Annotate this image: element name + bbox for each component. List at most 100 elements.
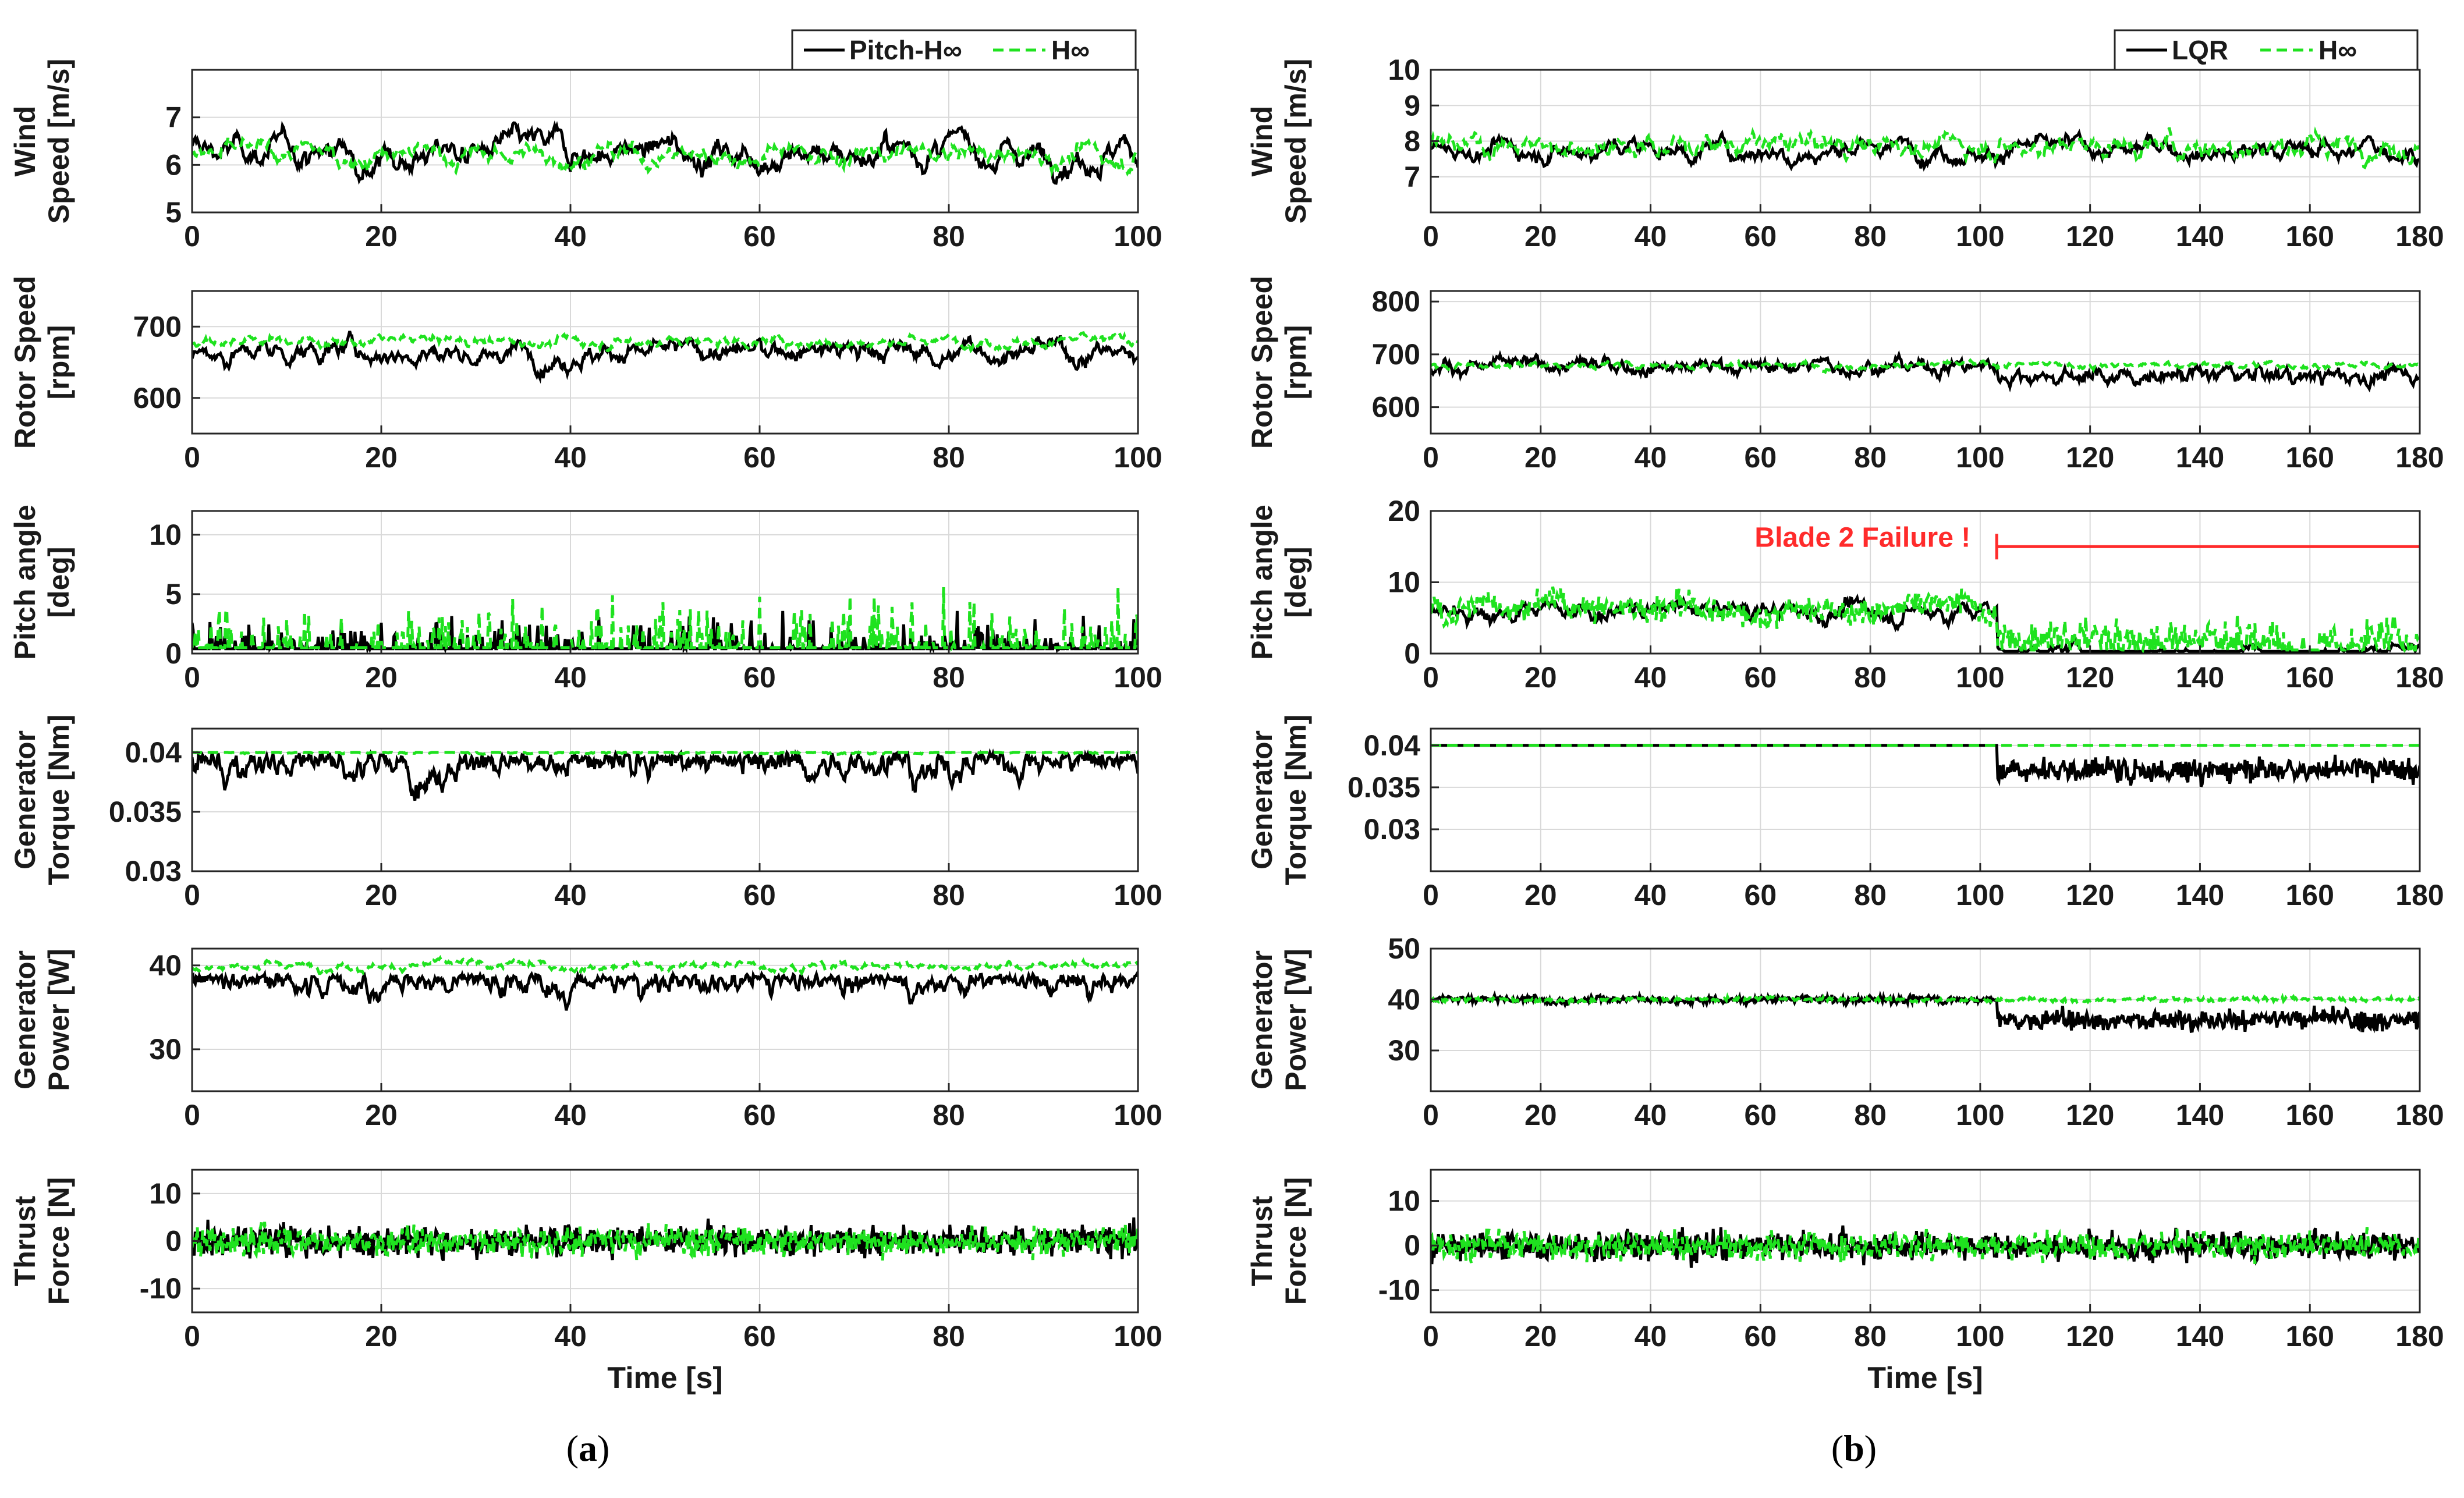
caption-paren: ) (1864, 1428, 1877, 1469)
series-line-dashed (192, 1222, 1138, 1262)
x-tick-label: 60 (743, 879, 776, 911)
x-tick-label: 0 (184, 220, 200, 253)
y-tick-label: 10 (149, 1177, 182, 1210)
x-tick-label: 20 (1525, 879, 1557, 911)
series-line-dashed (192, 132, 1138, 178)
x-tick-label: 80 (1854, 879, 1887, 911)
y-tick-label: 10 (1388, 1185, 1420, 1217)
x-tick-label: 40 (1635, 1320, 1667, 1353)
y-tick-label: 40 (1388, 984, 1420, 1016)
y-tick-label: 0.03 (1364, 813, 1420, 846)
y-tick-label: 0 (165, 637, 182, 670)
x-tick-label: 40 (554, 441, 587, 474)
y-tick-label: 9 (1404, 89, 1420, 122)
x-tick-label: 140 (2176, 1320, 2224, 1353)
axes-frame (191, 727, 1139, 872)
y-axis-label: [rpm] (1279, 325, 1312, 400)
y-axis-label: Speed [m/s] (1279, 59, 1312, 223)
series-line-solid (192, 969, 1138, 1011)
y-axis-label: Speed [m/s] (42, 59, 75, 223)
x-tick-label: 20 (365, 879, 398, 911)
y-tick-label: -10 (1378, 1274, 1420, 1307)
legend-label: LQR (2172, 35, 2228, 65)
x-tick-label: 60 (1745, 220, 1777, 253)
legend-box (791, 29, 1137, 71)
series-line-dashed (1431, 1226, 2420, 1265)
y-axis-label: [rpm] (42, 325, 75, 400)
x-tick-label: 40 (1635, 661, 1667, 694)
x-tick-label: 100 (1114, 441, 1162, 474)
axes-frame (1430, 947, 2421, 1092)
y-axis-label: Torque [Nm] (1279, 715, 1312, 885)
x-tick-label: 0 (1423, 661, 1439, 694)
legend-label: H∞ (1051, 35, 1090, 65)
x-tick-label: 60 (1745, 1099, 1777, 1131)
x-tick-label: 100 (1114, 879, 1162, 911)
y-axis-label: Rotor Speed (9, 276, 41, 449)
x-tick-label: 20 (365, 661, 398, 694)
x-tick-label: 0 (184, 661, 200, 694)
x-tick-label: 40 (554, 879, 587, 911)
y-axis-label: Torque [Nm] (42, 715, 75, 885)
x-tick-label: 0 (184, 879, 200, 911)
x-tick-label: 100 (1114, 661, 1162, 694)
panel-caption: (a) (566, 1428, 610, 1469)
y-tick-label: 10 (149, 519, 182, 551)
x-tick-label: 40 (1635, 441, 1667, 474)
x-tick-label: 100 (1956, 879, 2004, 911)
x-tick-label: 180 (2395, 441, 2444, 474)
y-tick-label: 6 (165, 148, 182, 181)
x-tick-label: 0 (184, 1099, 200, 1131)
x-tick-label: 80 (933, 220, 965, 253)
x-tick-label: 40 (554, 220, 587, 253)
y-tick-label: 0 (1404, 1229, 1420, 1262)
x-tick-label: 40 (1635, 1099, 1667, 1131)
y-axis-label: Thrust (1246, 1195, 1278, 1286)
x-tick-label: 80 (933, 879, 965, 911)
x-tick-label: 100 (1956, 220, 2004, 253)
x-tick-label: 60 (743, 1099, 776, 1131)
y-tick-label: 700 (1372, 338, 1420, 371)
x-tick-label: 20 (365, 441, 398, 474)
series-line-dashed (1431, 126, 2420, 170)
x-tick-label: 140 (2176, 879, 2224, 911)
axes-frame (191, 69, 1139, 214)
y-axis-label: Generator (9, 730, 41, 869)
y-tick-label: 5 (165, 578, 182, 610)
x-tick-label: 60 (743, 661, 776, 694)
y-tick-label: 800 (1372, 285, 1420, 318)
axes-frame (191, 290, 1139, 435)
x-tick-label: 0 (1423, 441, 1439, 474)
legend-label: Pitch-H∞ (849, 35, 962, 65)
x-tick-label: 20 (365, 220, 398, 253)
series-line-solid (192, 120, 1138, 185)
y-tick-label: 7 (165, 101, 182, 134)
x-tick-label: 0 (1423, 879, 1439, 911)
x-tick-label: 120 (2066, 1099, 2114, 1131)
y-axis-label: Force [N] (1279, 1177, 1312, 1305)
series-line-solid (192, 748, 1138, 801)
caption-paren: ( (1831, 1428, 1843, 1469)
x-tick-label: 140 (2176, 661, 2224, 694)
y-tick-label: 30 (1388, 1034, 1420, 1067)
x-tick-label: 180 (2395, 1320, 2444, 1353)
axes-frame (191, 947, 1139, 1092)
x-tick-label: 60 (743, 441, 776, 474)
series-line-solid (1431, 744, 2420, 787)
y-axis-label: Generator (9, 950, 41, 1089)
y-tick-label: 0 (165, 1225, 182, 1258)
series-line-dashed (1431, 586, 2420, 654)
legend-label: H∞ (2318, 35, 2357, 65)
x-tick-label: 160 (2286, 220, 2334, 253)
x-tick-label: 120 (2066, 879, 2114, 911)
x-tick-label: 180 (2395, 661, 2444, 694)
x-tick-label: 80 (933, 441, 965, 474)
x-tick-label: 100 (1956, 1099, 2004, 1131)
caption-paren: ( (566, 1428, 579, 1469)
x-tick-label: 0 (184, 1320, 200, 1353)
x-tick-label: 20 (365, 1099, 398, 1131)
x-tick-label: 40 (554, 1320, 587, 1353)
y-tick-label: 0.04 (125, 736, 182, 769)
y-tick-label: 7 (1404, 161, 1420, 193)
